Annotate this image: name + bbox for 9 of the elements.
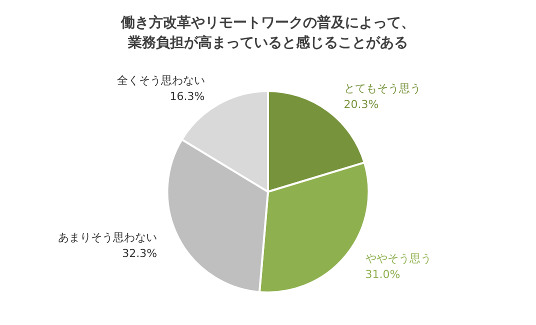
slice-label: 全くそう思わない [116,74,205,87]
slice-label: ややそう思う [365,252,432,265]
data-label: 31.0% [365,268,400,281]
data-label: 32.3% [122,247,158,260]
slice-label: とてもそう思う [344,82,421,95]
slice-label: あまりそう思わない [58,231,158,244]
chart-title: 働き方改革やリモートワークの普及によって、業務負担が高まっていると感じることがある [120,14,415,51]
data-label: 16.3% [170,90,205,103]
data-label: 20.3% [344,98,379,111]
